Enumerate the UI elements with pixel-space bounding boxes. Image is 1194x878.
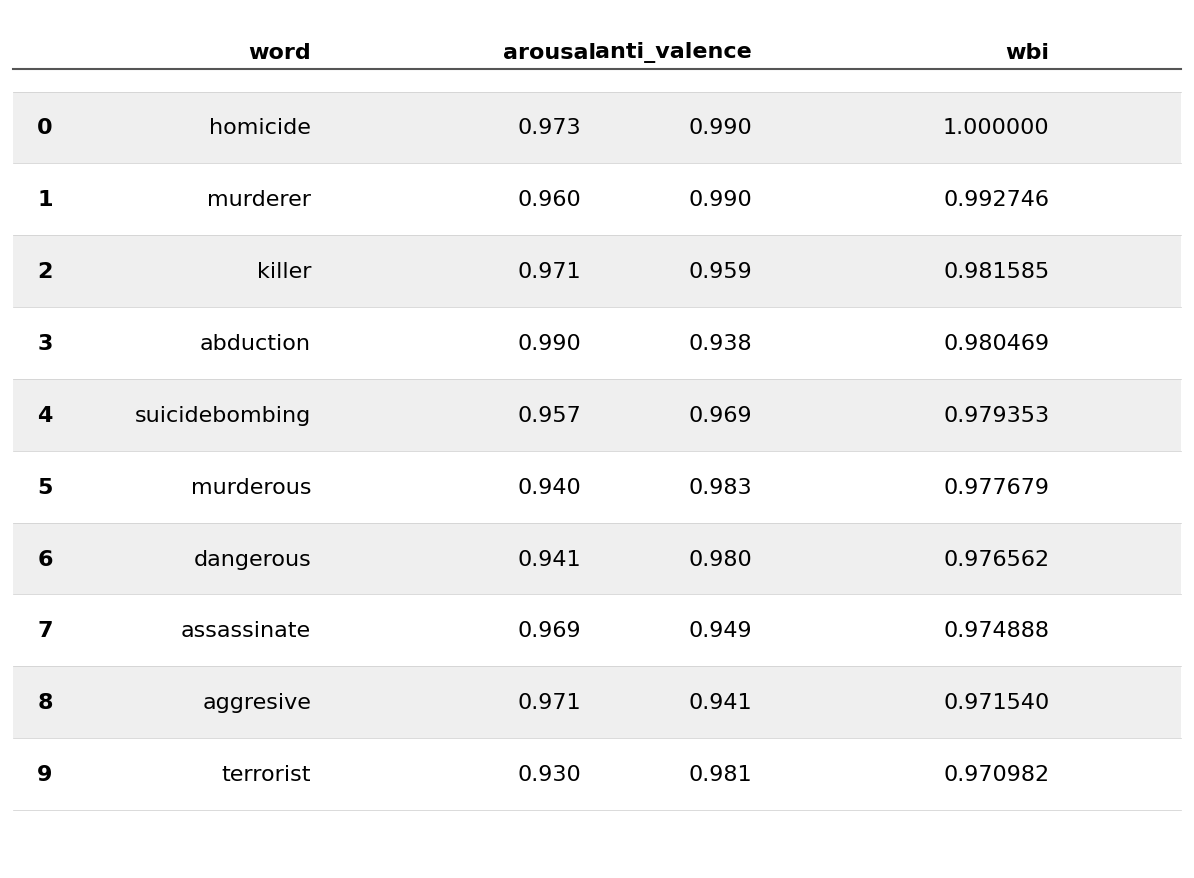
Text: 0.930: 0.930 — [517, 764, 581, 784]
Text: abduction: abduction — [201, 334, 312, 354]
FancyBboxPatch shape — [13, 666, 1181, 738]
Text: suicidebombing: suicidebombing — [135, 406, 312, 425]
Text: 6: 6 — [37, 549, 53, 569]
Text: 0.973: 0.973 — [517, 119, 581, 138]
Text: word: word — [248, 43, 312, 62]
Text: 4: 4 — [37, 406, 53, 425]
Text: 0: 0 — [37, 119, 53, 138]
Text: 0.957: 0.957 — [517, 406, 581, 425]
FancyBboxPatch shape — [13, 92, 1181, 164]
Text: 0.969: 0.969 — [517, 621, 581, 641]
Text: 0.990: 0.990 — [688, 190, 752, 210]
FancyBboxPatch shape — [13, 379, 1181, 451]
Text: 0.971: 0.971 — [517, 693, 581, 712]
Text: 0.959: 0.959 — [688, 262, 752, 282]
Text: 0.971: 0.971 — [517, 262, 581, 282]
Text: 0.941: 0.941 — [517, 549, 581, 569]
Text: 0.970982: 0.970982 — [943, 764, 1050, 784]
Text: 1.000000: 1.000000 — [943, 119, 1050, 138]
Text: 0.981: 0.981 — [688, 764, 752, 784]
Text: 0.941: 0.941 — [688, 693, 752, 712]
Text: 0.980469: 0.980469 — [943, 334, 1050, 354]
Text: 0.981585: 0.981585 — [943, 262, 1050, 282]
Text: 0.992746: 0.992746 — [943, 190, 1050, 210]
Text: arousal: arousal — [503, 43, 596, 62]
Text: murderous: murderous — [191, 477, 312, 497]
Text: 0.990: 0.990 — [517, 334, 581, 354]
Text: 0.980: 0.980 — [688, 549, 752, 569]
FancyBboxPatch shape — [13, 307, 1181, 379]
Text: 0.938: 0.938 — [688, 334, 752, 354]
Text: 1: 1 — [37, 190, 53, 210]
FancyBboxPatch shape — [13, 594, 1181, 666]
Text: 7: 7 — [37, 621, 53, 641]
Text: dangerous: dangerous — [193, 549, 312, 569]
Text: 0.983: 0.983 — [688, 477, 752, 497]
Text: 8: 8 — [37, 693, 53, 712]
Text: 2: 2 — [37, 262, 53, 282]
Text: 0.974888: 0.974888 — [943, 621, 1050, 641]
Text: 0.969: 0.969 — [688, 406, 752, 425]
Text: killer: killer — [257, 262, 312, 282]
Text: homicide: homicide — [209, 119, 312, 138]
Text: 0.971540: 0.971540 — [943, 693, 1050, 712]
Text: 0.977679: 0.977679 — [943, 477, 1050, 497]
FancyBboxPatch shape — [13, 164, 1181, 236]
FancyBboxPatch shape — [13, 236, 1181, 307]
Text: murderer: murderer — [207, 190, 312, 210]
Text: 9: 9 — [37, 764, 53, 784]
Text: 0.979353: 0.979353 — [943, 406, 1050, 425]
Text: 0.960: 0.960 — [517, 190, 581, 210]
Text: assassinate: assassinate — [181, 621, 312, 641]
Text: 0.976562: 0.976562 — [943, 549, 1050, 569]
FancyBboxPatch shape — [13, 451, 1181, 523]
Text: terrorist: terrorist — [222, 764, 312, 784]
Text: 0.949: 0.949 — [688, 621, 752, 641]
Text: 5: 5 — [37, 477, 53, 497]
FancyBboxPatch shape — [13, 523, 1181, 594]
Text: 0.940: 0.940 — [517, 477, 581, 497]
Text: anti_valence: anti_valence — [595, 41, 752, 62]
Text: aggresive: aggresive — [202, 693, 312, 712]
Text: wbi: wbi — [1005, 43, 1050, 62]
Text: 3: 3 — [37, 334, 53, 354]
FancyBboxPatch shape — [13, 738, 1181, 810]
Text: 0.990: 0.990 — [688, 119, 752, 138]
